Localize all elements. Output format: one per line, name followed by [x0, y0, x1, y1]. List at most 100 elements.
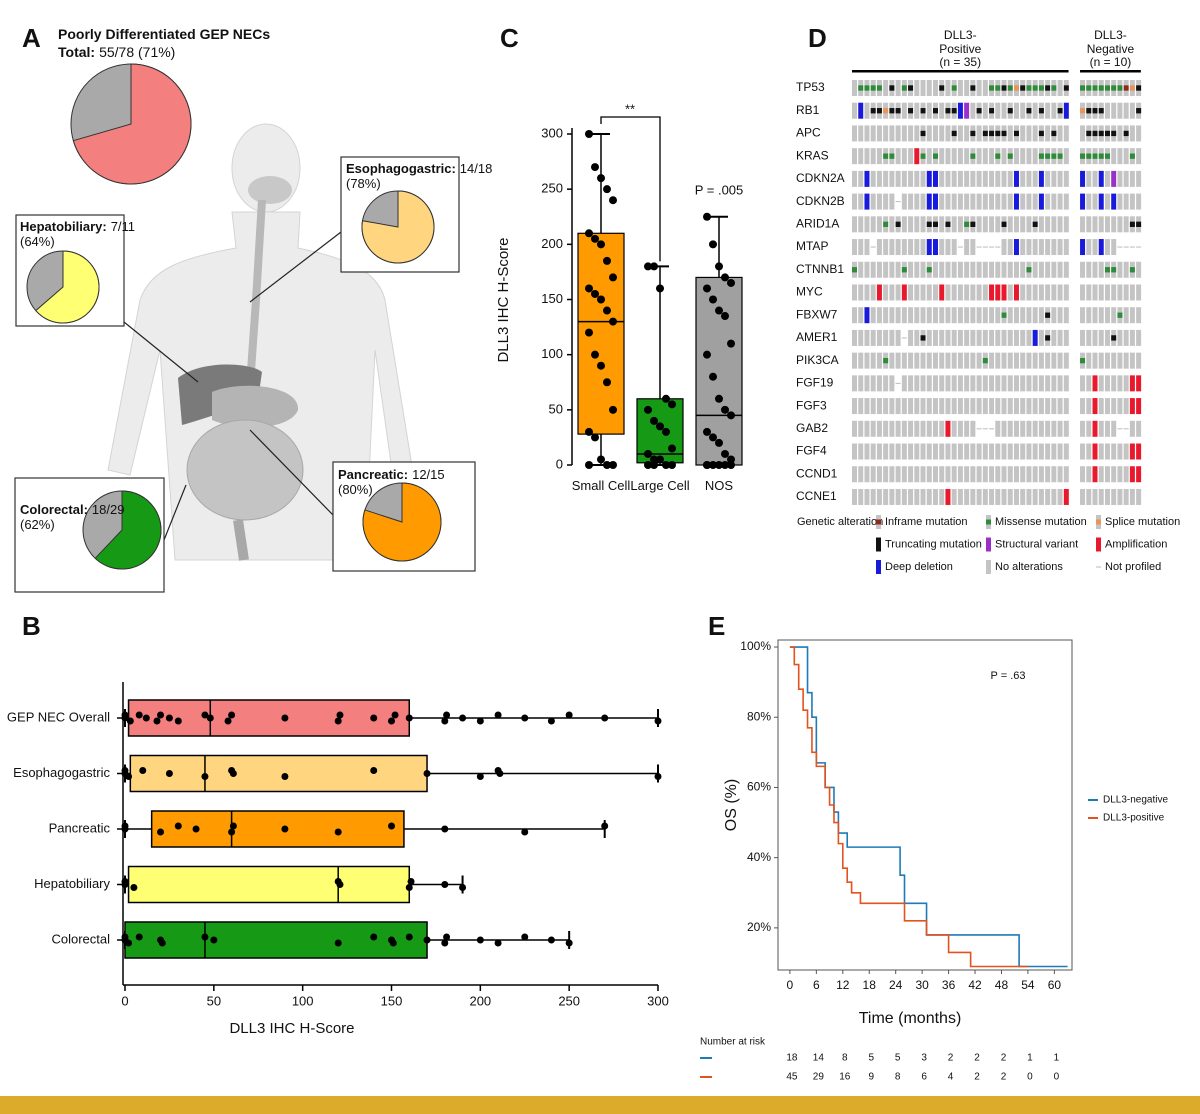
point: [201, 711, 209, 719]
cell-none: [1080, 284, 1086, 301]
cell-none: [1104, 216, 1110, 233]
risk-value: 2: [974, 1072, 980, 1083]
cell-mutation: [1086, 108, 1092, 114]
cell-none: [932, 398, 938, 415]
y-tick-label: 300: [541, 125, 563, 140]
cell-mutation: [1111, 85, 1117, 91]
point: [591, 163, 599, 172]
connectors: [123, 231, 342, 541]
point: [609, 405, 617, 414]
cell-none: [976, 80, 982, 96]
cell-none: [852, 284, 857, 301]
point: [585, 427, 593, 436]
cell-none: [1129, 488, 1135, 505]
cell-none: [1007, 216, 1013, 233]
cell-none: [982, 329, 988, 346]
point: [565, 939, 573, 947]
cell-mutation: [1092, 85, 1098, 91]
cell-none: [970, 352, 976, 369]
group-name: DLL3-Positive: [939, 28, 982, 56]
cell-none: [976, 216, 982, 233]
cell-none: [1092, 329, 1098, 346]
cell-none: [858, 148, 864, 165]
point: [721, 405, 729, 414]
cell-none: [976, 261, 982, 278]
cell-none: [1086, 466, 1092, 483]
cell-none: [995, 329, 1001, 346]
cell-mutation: [883, 108, 889, 114]
cell-none: [852, 329, 857, 346]
cell-none: [1098, 307, 1104, 324]
cell-none: [1098, 329, 1104, 346]
cell-none: [945, 170, 951, 187]
point: [591, 234, 599, 243]
cell-none: [1057, 466, 1063, 483]
cell-none: [1038, 261, 1044, 278]
cell-alteration: [1098, 239, 1104, 256]
cell-alteration: [1092, 398, 1098, 415]
cell-none: [951, 488, 957, 505]
cell-none: [1111, 102, 1117, 119]
annotation: P = .63: [991, 670, 1026, 682]
cell-none: [1026, 125, 1032, 142]
cell-none: [1086, 375, 1092, 392]
point: [494, 939, 502, 947]
cell-none: [926, 398, 932, 415]
pie-slice: [35, 250, 100, 324]
cell-none: [864, 284, 870, 301]
cell-none: [1057, 443, 1063, 460]
cell-mutation: [970, 221, 976, 227]
cell-none: [1013, 443, 1019, 460]
point: [603, 185, 611, 194]
cell-none: [939, 216, 945, 233]
cell-none: [1098, 284, 1104, 301]
cell-none: [932, 125, 938, 142]
cell-none: [957, 352, 963, 369]
cell-mutation: [951, 85, 957, 91]
cell-none: [982, 307, 988, 324]
cell-none: [870, 398, 876, 415]
cell-none: [982, 443, 988, 460]
cell-none: [951, 261, 957, 278]
cell-none: [889, 466, 895, 483]
pie-name: Colorectal:: [20, 502, 88, 517]
point: [334, 939, 342, 947]
cell-none: [1032, 239, 1038, 256]
x-tick-label: 300: [647, 993, 669, 1008]
cell-none: [1026, 216, 1032, 233]
cell-none: [1038, 466, 1044, 483]
x-tick-label: 36: [942, 978, 956, 992]
cell-none: [1136, 261, 1142, 278]
point: [157, 711, 165, 719]
box: [129, 754, 428, 793]
cell-none: [858, 170, 864, 187]
cell-alteration: [1013, 284, 1019, 301]
point: [157, 828, 165, 836]
cell-none: [1098, 216, 1104, 233]
cell-none: [1063, 375, 1069, 392]
point: [210, 936, 218, 944]
point: [391, 711, 399, 719]
cell-none: [1026, 170, 1032, 187]
cell-none: [1051, 284, 1057, 301]
cell-none: [945, 148, 951, 165]
cell-mutation: [1007, 108, 1013, 114]
cell-none: [970, 170, 976, 187]
cell-none: [945, 375, 951, 392]
cell-mutation: [932, 108, 938, 114]
cell-mutation: [1092, 153, 1098, 159]
cell-none: [1032, 148, 1038, 165]
cell-none: [1007, 398, 1013, 415]
legend-swatch: [986, 560, 991, 574]
cell-none: [864, 102, 870, 119]
cell-none: [926, 466, 932, 483]
cell-none: [982, 170, 988, 187]
cell-mutation: [1051, 130, 1057, 137]
cell-none: [895, 466, 901, 483]
cell-mutation: [908, 85, 914, 91]
gene-label: KRAS: [796, 148, 829, 162]
cell-none: [908, 329, 914, 346]
pie-label: Total: 55/78 (71%): [58, 45, 358, 60]
gene-label: CCNE1: [796, 489, 837, 503]
cell-none: [914, 466, 920, 483]
